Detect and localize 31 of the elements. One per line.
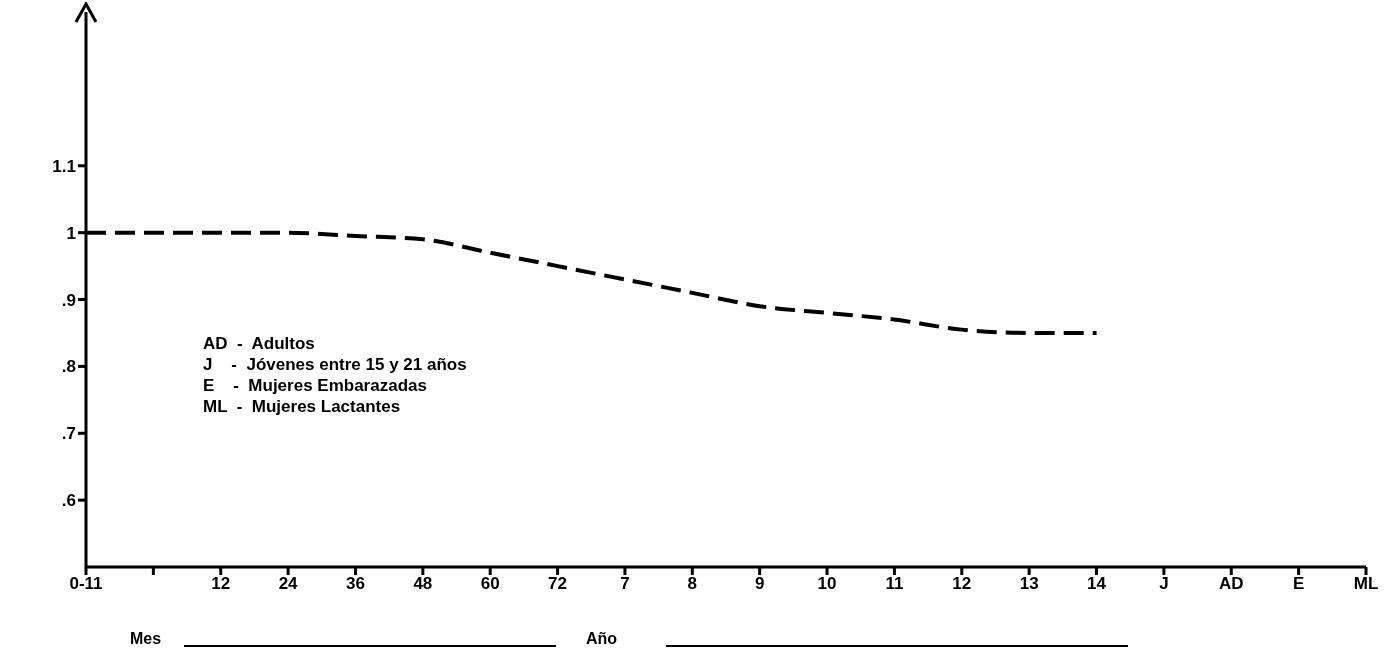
x-tick-label: 12 <box>211 574 231 594</box>
annotation: AD - Adultos <box>203 333 316 354</box>
x-tick-label: 36 <box>346 574 365 594</box>
x-tick-label: AD <box>1218 574 1244 594</box>
y-tick-label: 1 <box>66 223 76 243</box>
x-tick-label: 24 <box>278 574 299 594</box>
x-tick-label: 12 <box>952 574 972 594</box>
x-tick-label: 60 <box>480 574 500 594</box>
x-tick-label: 0-11 <box>69 574 103 594</box>
x-tick-label: E <box>1292 574 1305 594</box>
annotation: ML - Mujeres Lactantes <box>203 396 402 417</box>
y-tick-label: .7 <box>61 424 76 444</box>
x-tick-label: 7 <box>620 574 630 594</box>
x-tick-label: 10 <box>817 574 837 594</box>
x-tick-label: 13 <box>1019 574 1039 594</box>
x-tick-label: 14 <box>1087 574 1107 594</box>
x-tick-label: 72 <box>548 574 568 594</box>
y-tick-label: 1.1 <box>52 156 76 176</box>
x-tick-label: 8 <box>687 574 698 594</box>
y-tick-label: .8 <box>61 357 76 377</box>
x-tick-label: J <box>1159 574 1169 594</box>
x-tick-label: ML <box>1353 574 1379 594</box>
x-tick-label: 48 <box>413 574 433 594</box>
x-tick-label: 11 <box>885 574 904 594</box>
annotation: E - Mujeres Embarazadas <box>203 375 428 396</box>
annotation: J - Jóvenes entre 15 y 21 años <box>203 354 467 375</box>
y-tick-label: .9 <box>61 290 76 310</box>
text: Año <box>586 630 618 648</box>
text: Mes <box>130 630 162 648</box>
y-tick-label: .6 <box>61 491 76 511</box>
x-tick-label: 9 <box>754 574 765 594</box>
